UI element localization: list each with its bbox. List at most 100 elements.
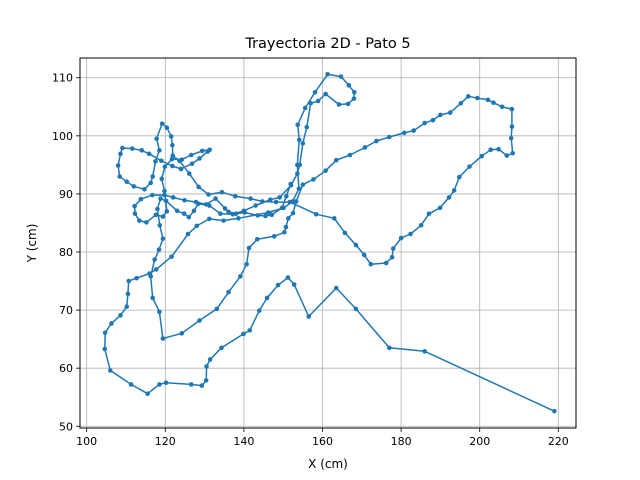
trajectory-point — [387, 345, 392, 351]
trajectory-point — [157, 309, 162, 315]
trajectory-point — [269, 212, 275, 218]
trajectory-point — [148, 274, 154, 279]
trajectory-point — [295, 122, 301, 128]
trajectory-point — [411, 128, 416, 133]
trajectory-point — [491, 100, 496, 106]
trajectory-point — [311, 177, 316, 182]
trajectory-point — [214, 306, 220, 312]
trajectory-point — [277, 195, 282, 200]
trajectory-point — [352, 89, 357, 95]
x-tick-label: 100 — [76, 435, 97, 448]
trajectory-point — [244, 261, 249, 267]
trajectory-point — [387, 134, 392, 140]
trajectory-point — [132, 211, 138, 216]
trajectory-point — [206, 192, 211, 197]
x-tick-label: 120 — [155, 435, 176, 448]
trajectory-point — [163, 198, 169, 204]
trajectory-point — [174, 208, 180, 214]
trajectory-point — [246, 245, 252, 251]
trajectory-point — [109, 321, 114, 326]
trajectory-point — [260, 199, 265, 204]
x-tick-label: 220 — [548, 435, 569, 448]
trajectory-point — [315, 98, 321, 104]
trajectory-point — [191, 208, 197, 214]
trajectory-point — [398, 235, 404, 241]
trajectory-point — [169, 254, 174, 259]
trajectory-point — [150, 174, 156, 179]
trajectory-point — [196, 184, 201, 190]
trajectory-point — [169, 156, 175, 162]
trajectory-point — [154, 136, 159, 142]
trajectory-point — [496, 146, 501, 152]
trajectory-point — [446, 195, 452, 200]
trajectory-point — [342, 230, 348, 236]
trajectory-point — [162, 192, 167, 198]
trajectory-point — [347, 152, 353, 158]
trajectory-point — [338, 74, 344, 79]
trajectory-point — [132, 203, 137, 209]
trajectory-point — [131, 184, 137, 189]
trajectory-point — [333, 157, 339, 163]
trajectory-point — [254, 236, 260, 242]
trajectory-point — [264, 295, 270, 301]
trajectory-point — [247, 328, 253, 333]
trajectory-point — [256, 308, 262, 313]
trajectory-point — [242, 210, 247, 215]
trajectory-point — [284, 193, 289, 199]
trajectory-point — [128, 382, 134, 387]
trajectory-point — [238, 274, 243, 279]
trajectory-point — [138, 196, 144, 202]
trajectory-point — [418, 222, 424, 228]
trajectory-point — [325, 71, 330, 77]
trajectory-point — [159, 121, 165, 126]
trajectory-point — [179, 331, 185, 336]
trajectory-point — [188, 152, 194, 158]
trajectory-point — [304, 124, 310, 130]
trajectory-point — [144, 220, 149, 225]
trajectory-point — [162, 188, 167, 194]
chart-title: Trayectoria 2D - Pato 5 — [244, 36, 410, 52]
trajectory-point — [146, 151, 152, 157]
trajectory-point — [137, 218, 142, 223]
trajectory-point — [552, 408, 557, 414]
trajectory-point — [290, 210, 296, 216]
trajectory-point — [194, 223, 200, 229]
trajectory-point — [499, 104, 505, 110]
trajectory-point — [323, 168, 328, 173]
trajectory-point — [178, 166, 184, 172]
trajectory-point — [170, 195, 176, 200]
trajectory-point — [267, 197, 273, 203]
trajectory-point — [361, 252, 367, 258]
trajectory-point — [302, 105, 308, 111]
trajectory-point — [226, 289, 231, 295]
trajectory-point — [282, 229, 287, 235]
trajectory-point — [286, 216, 291, 221]
trajectory-point — [118, 151, 123, 157]
y-axis-label: Y (cm) — [25, 224, 39, 264]
trajectory-point — [346, 82, 352, 88]
trajectory-point — [157, 148, 162, 153]
trajectory-point — [285, 275, 291, 280]
trajectory-point — [186, 214, 192, 220]
trajectory-point — [170, 142, 175, 148]
trajectory-point — [353, 242, 359, 248]
trajectory-point — [219, 189, 225, 195]
trajectory-point — [333, 285, 339, 291]
trajectory-point — [408, 231, 413, 237]
trajectory-point — [308, 101, 314, 106]
trajectory-point — [124, 304, 130, 309]
trajectory-point — [300, 141, 306, 146]
series-layer — [102, 71, 557, 414]
trajectory-point — [168, 134, 174, 139]
trajectory-point — [160, 336, 166, 341]
trajectory-point — [207, 147, 212, 153]
trajectory-point — [368, 261, 374, 267]
trajectory-point — [203, 202, 209, 207]
trajectory-point — [182, 198, 187, 203]
trajectory-point — [213, 196, 218, 201]
y-tick-label: 100 — [52, 130, 73, 143]
trajectory-point — [124, 179, 130, 185]
trajectory-point — [188, 382, 194, 387]
trajectory-point — [248, 196, 253, 201]
trajectory-point — [204, 364, 209, 369]
